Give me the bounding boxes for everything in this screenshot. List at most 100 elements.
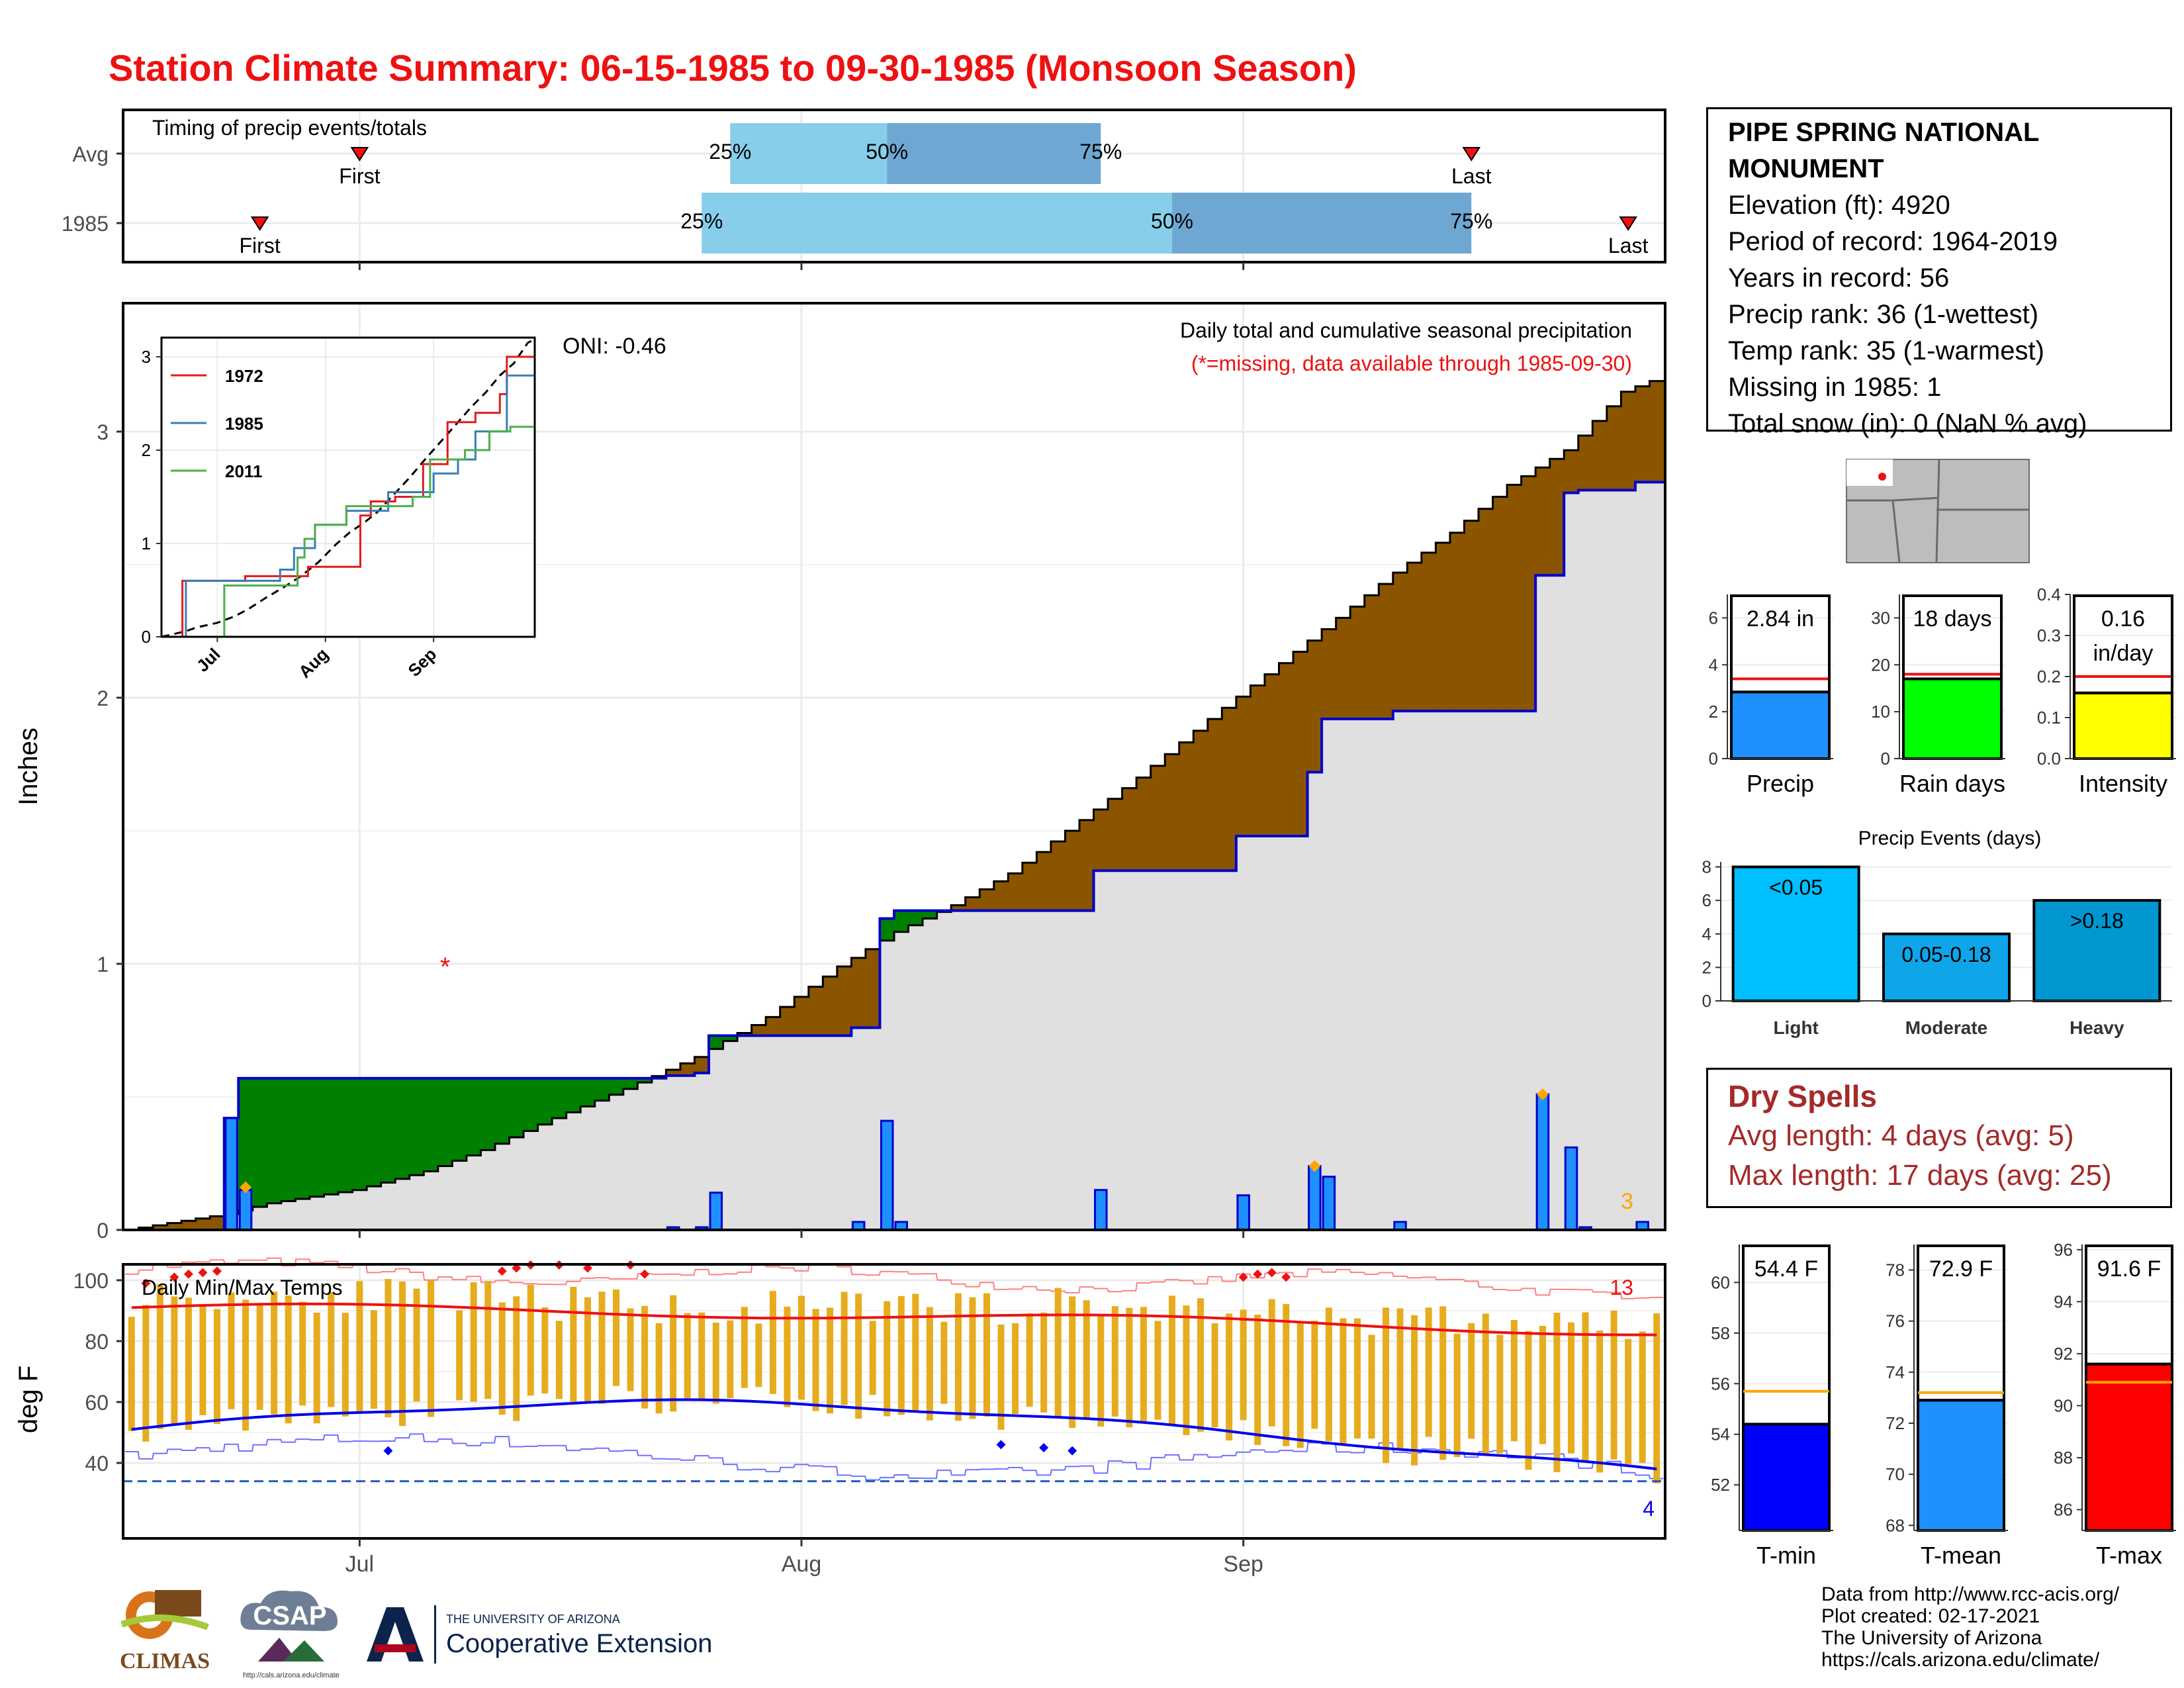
precip-surplus-area [281, 1078, 296, 1201]
station-years: Years in record: 56 [1728, 263, 1950, 293]
precip-deficit-area [167, 1223, 182, 1230]
temp-bar-t-max [2085, 1362, 2173, 1532]
precip-deficit-area [794, 996, 809, 1036]
precip-deficit-area [1136, 777, 1152, 871]
precip-deficit-area [1279, 663, 1294, 837]
mini-bar-y-tick-label: 0.0 [2037, 749, 2061, 769]
daily-temp-range-bar [741, 1307, 748, 1388]
daily-temp-range-bar [456, 1310, 463, 1401]
precip-deficit-area [1364, 595, 1379, 720]
mini-bar-y-tick-label: 6 [1709, 608, 1718, 628]
precip-deficit-area [1479, 508, 1494, 712]
daily-temp-range-bar [1439, 1306, 1447, 1460]
timing-title: Timing of precip events/totals [152, 116, 427, 140]
precip-surplus-area [424, 1078, 439, 1172]
temp-x-tick-label: Jul [345, 1552, 374, 1577]
daily-temp-range-bar [271, 1291, 278, 1415]
precip-deficit-area [1407, 562, 1422, 712]
daily-temp-range-bar [1353, 1318, 1361, 1439]
precip-deficit-area [1293, 651, 1308, 837]
daily-temp-range-bar [912, 1293, 919, 1413]
daily-precip-bar [1564, 1146, 1578, 1231]
precip-deficit-area [1521, 476, 1536, 712]
mini-bar-y-tick-label: 0 [1709, 749, 1718, 769]
precip-deficit-area [766, 1017, 781, 1036]
mini-bar-precip [1730, 690, 1831, 760]
precip-surplus-area [437, 1078, 453, 1166]
station-info-box: PIPE SPRING NATIONAL MONUMENT Elevation … [1706, 107, 2172, 438]
daily-temp-range-bar [1425, 1307, 1432, 1437]
precip-deficit-area [1421, 552, 1436, 712]
precip-deficit-area [1250, 685, 1265, 837]
inset-y-tick-label: 1 [142, 534, 151, 553]
temp-bar-y-tick-label: 96 [2054, 1240, 2073, 1260]
precip-surplus-area [395, 1078, 410, 1179]
inset-legend-label: 2011 [225, 461, 262, 481]
daily-temp-range-bar [299, 1301, 306, 1406]
event-bar-light [1731, 865, 1860, 1002]
mini-bar-rain-days [1902, 677, 2003, 760]
hot-day-marker [1267, 1268, 1277, 1278]
daily-temp-range-bar [1211, 1323, 1218, 1428]
daily-temp-range-bar [997, 1324, 1005, 1430]
precip-deficit-area [1392, 573, 1408, 712]
mini-bar-y-tick-label: 0.4 [2037, 585, 2061, 604]
temp-record-high-line [124, 1257, 1664, 1299]
precip-deficit-area [1564, 450, 1579, 493]
ua-logo: THE UNIVERSITY OF ARIZONA Cooperative Ex… [361, 1602, 745, 1668]
daily-temp-range-bar [570, 1286, 577, 1402]
timing-bar-q50-q75 [887, 123, 1101, 184]
mini-bar-label: Rain days [1899, 770, 2005, 797]
daily-temp-range-bar [1069, 1296, 1076, 1429]
daily-temp-range-bar [398, 1281, 406, 1427]
precip-deficit-area [837, 966, 852, 1036]
precip-surplus-area [537, 1078, 553, 1125]
temp-panel: Daily Min/Max Temps 13 4 40 60 80 100 Jul Aug Sep… [14, 1257, 1666, 1577]
cold-day-marker [1068, 1446, 1077, 1456]
temp-bar-y-tick-label: 56 [1711, 1374, 1730, 1393]
precip-deficit-area [666, 1069, 681, 1076]
events-title: Precip Events (days) [1858, 827, 2042, 849]
precip-surplus-area [566, 1078, 581, 1113]
precip-deficit-area [1165, 754, 1180, 871]
ua-coop-ext: Cooperative Extension [446, 1629, 712, 1658]
precip-deficit-area [808, 986, 823, 1036]
timing-first-label: First [339, 164, 380, 188]
precip-surplus-area [580, 1078, 596, 1107]
dry-spells-box: Dry Spells Avg length: 4 days (avg: 5) M… [1706, 1068, 2172, 1208]
precip-deficit-area [1578, 436, 1593, 491]
daily-temp-range-bar [769, 1291, 776, 1394]
precip-border [122, 302, 1666, 1231]
precip-deficit-area [181, 1221, 197, 1230]
precip-missing-note: (*=missing, data available through 1985-… [1191, 352, 1632, 375]
daily-temp-range-bar [1183, 1305, 1190, 1435]
events-y-tick-label: 8 [1702, 857, 1711, 877]
daily-temp-range-bar [1083, 1300, 1090, 1419]
hot-day-marker [183, 1269, 193, 1279]
precip-deficit-area [979, 889, 995, 911]
temp-bar-value: 91.6 F [2097, 1256, 2161, 1282]
cold-days-count: 4 [1643, 1497, 1655, 1521]
cold-day-marker [383, 1446, 393, 1456]
hot-day-marker [1238, 1272, 1248, 1282]
timing-first-marker [250, 216, 269, 231]
hot-day-marker [198, 1268, 208, 1278]
hot-day-marker [141, 1278, 151, 1288]
event-bar-label: Light [1773, 1017, 1818, 1038]
precip-surplus-area [309, 1078, 325, 1197]
daily-temp-range-bar [1625, 1338, 1632, 1464]
precip-deficit-area [680, 1063, 695, 1076]
temp-y-tick-label: 80 [85, 1330, 109, 1354]
daily-temp-range-bar [712, 1323, 719, 1404]
daily-temp-range-bar [513, 1296, 520, 1421]
temp-bar-y-tick-label: 60 [1711, 1272, 1730, 1292]
hot-day-marker [1281, 1272, 1291, 1282]
daily-temp-range-bar [1097, 1315, 1105, 1427]
temp-bar-frame [1917, 1244, 2005, 1402]
precip-surplus-area [295, 1078, 310, 1199]
inset-border [160, 336, 536, 638]
temp-bar-t-mean [1917, 1399, 2005, 1532]
inset-line-1985 [161, 374, 535, 638]
daily-temp-range-bar [1254, 1314, 1261, 1445]
